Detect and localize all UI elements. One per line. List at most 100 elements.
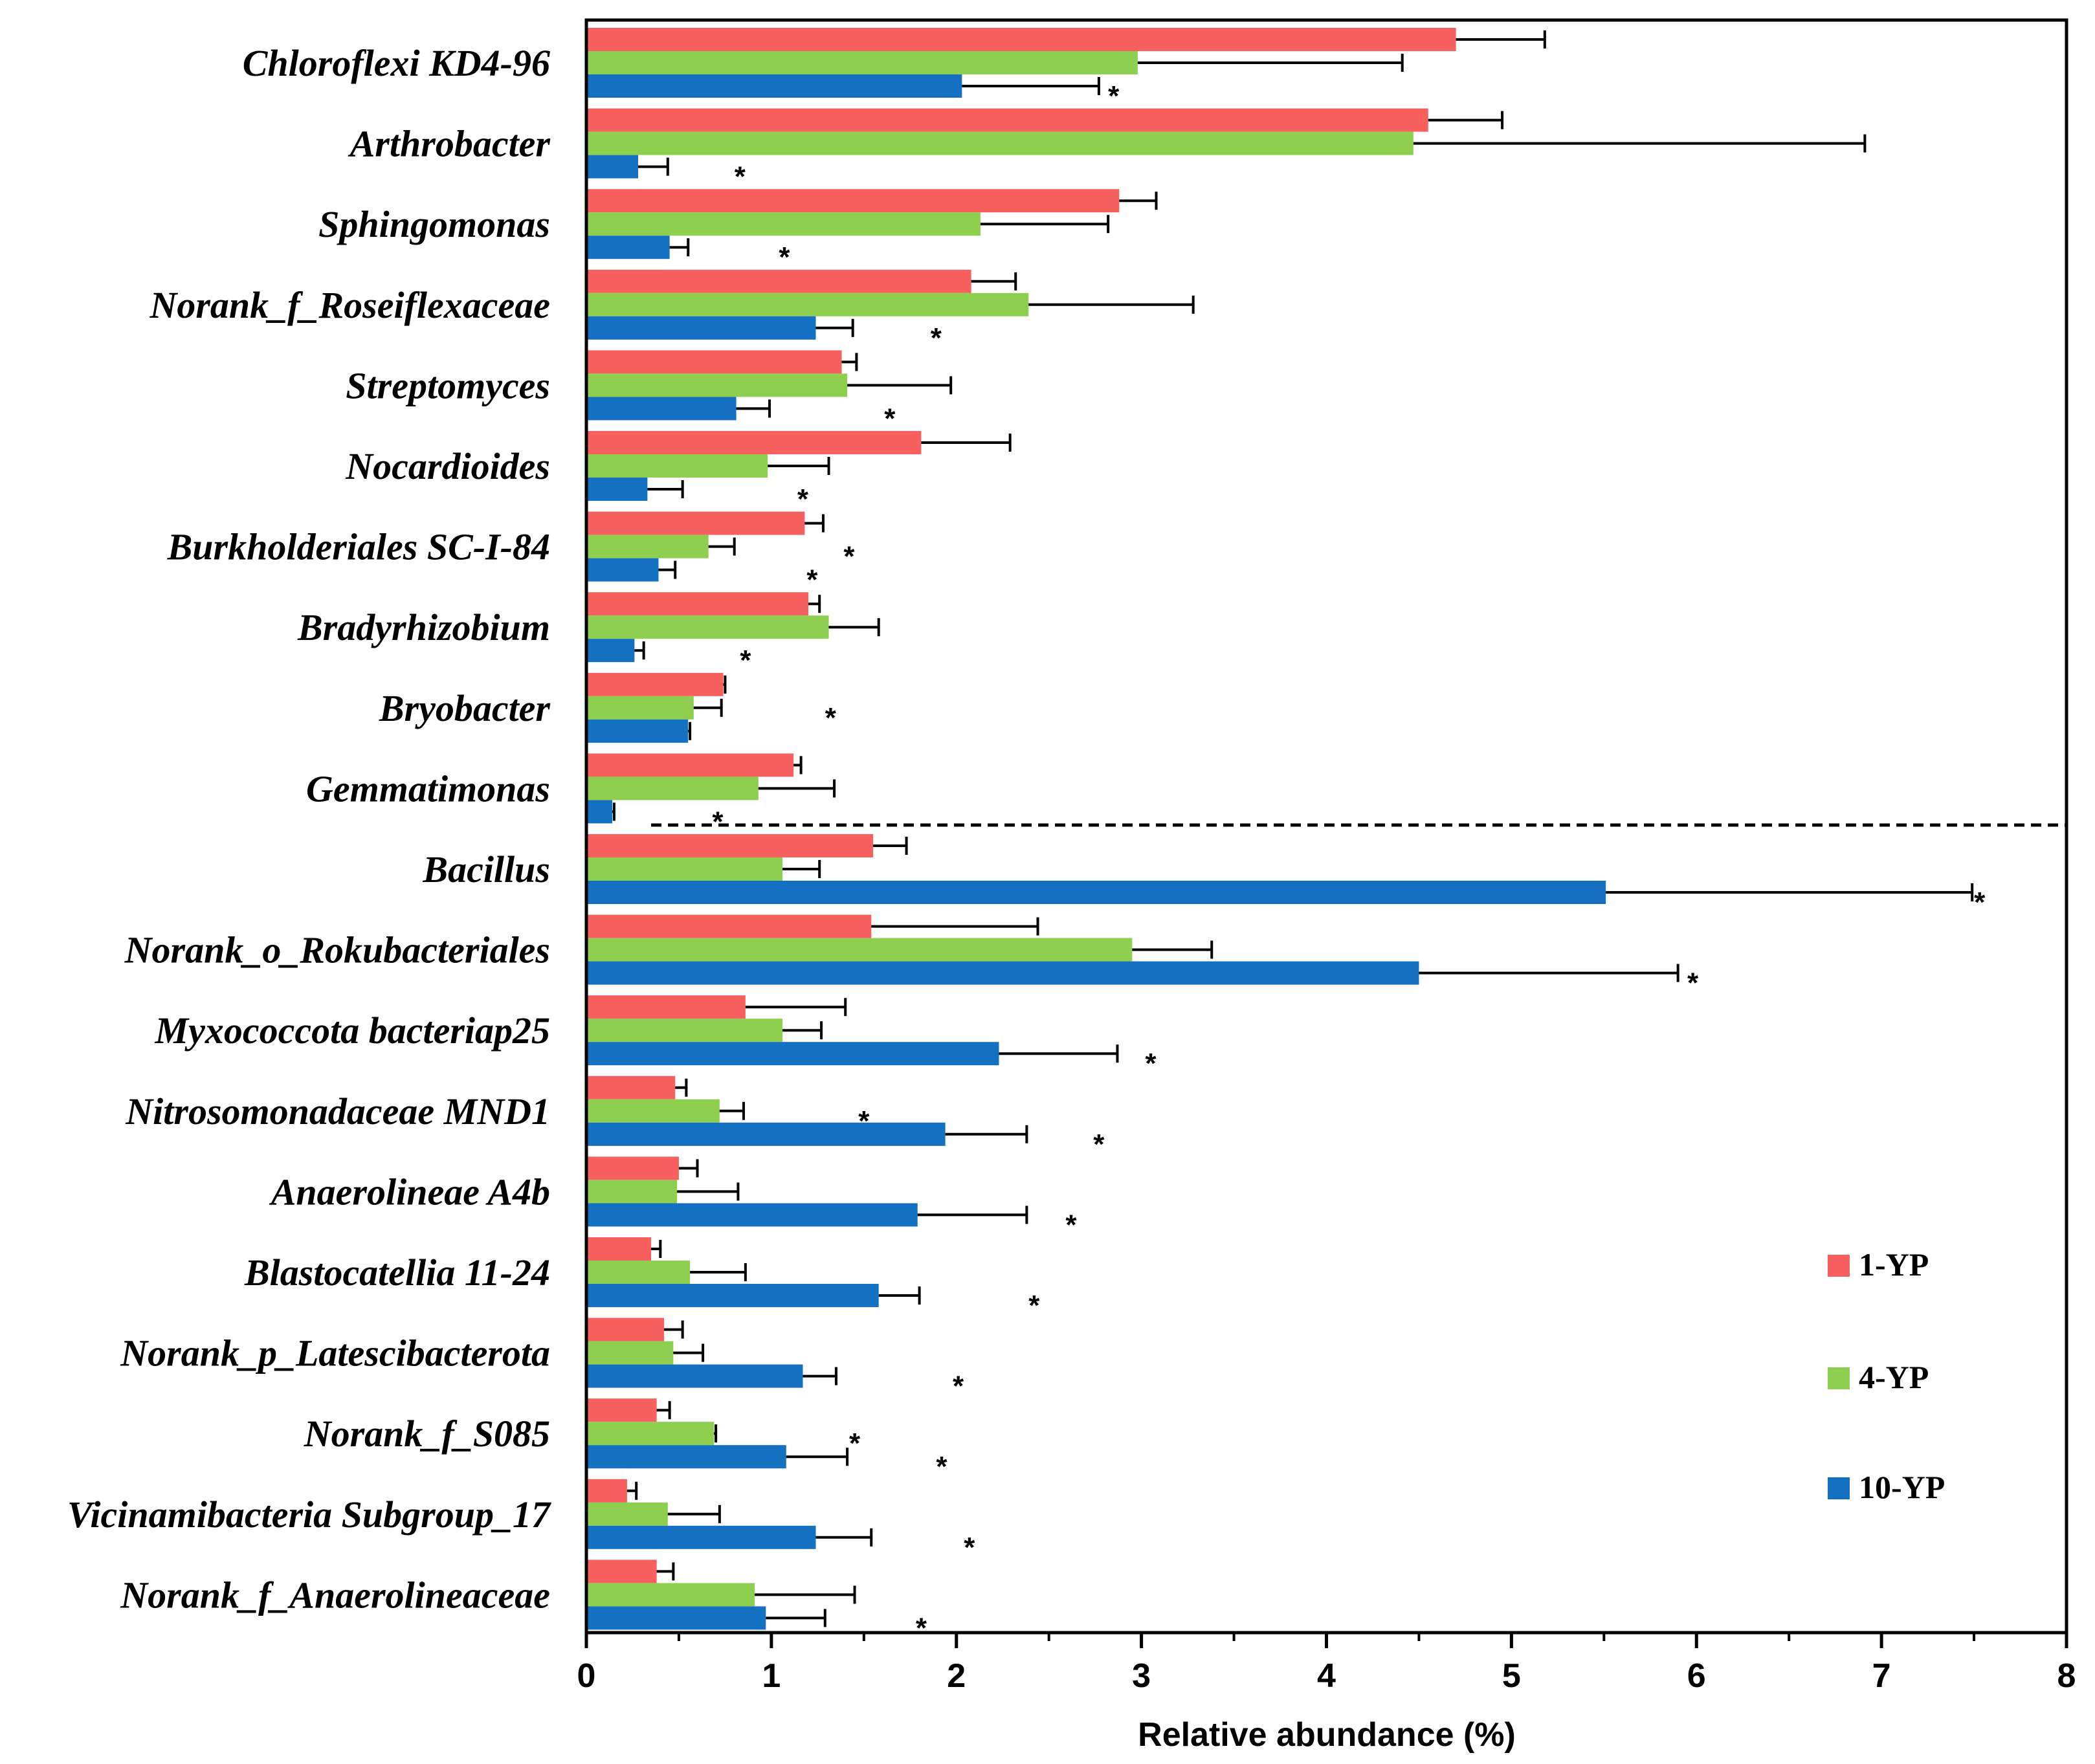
x-tick-label-3: 3 bbox=[1132, 1657, 1151, 1695]
bar-norank-p-latescibacterota-4-yp bbox=[586, 1341, 674, 1365]
category-label-arthrobacter: Arthrobacter bbox=[348, 123, 551, 165]
bar-norank-f-anaerolineaceae-10-yp bbox=[586, 1606, 766, 1630]
category-label-anaerolineae-a4b: Anaerolineae A4b bbox=[269, 1171, 550, 1213]
bar-nitrosomonadaceae-mnd1-1-yp bbox=[586, 1075, 676, 1099]
bar-vicinamibacteria-subgroup-17-1-yp bbox=[586, 1479, 627, 1503]
x-axis: 0 1 2 3 4 5 6 7 8 bbox=[577, 1633, 2076, 1695]
x-tick-label-5: 5 bbox=[1502, 1657, 1521, 1695]
bar-chloroflexi-kd4-96-1-yp bbox=[586, 28, 1456, 51]
significance-mark-norank-p-latescibacterota-10-yp: * bbox=[953, 1371, 964, 1402]
bar-nocardioides-10-yp bbox=[586, 478, 648, 501]
category-label-norank-f-roseiflexaceae: Norank_f_Roseiflexaceae bbox=[149, 284, 550, 326]
bar-vicinamibacteria-subgroup-17-10-yp bbox=[586, 1525, 816, 1549]
bar-sphingomonas-10-yp bbox=[586, 236, 670, 259]
significance-mark-vicinamibacteria-subgroup-17-10-yp: * bbox=[964, 1532, 975, 1563]
significance-mark-nocardioides-10-yp: * bbox=[797, 483, 809, 515]
x-tick-label-7: 7 bbox=[1872, 1657, 1891, 1695]
bar-nitrosomonadaceae-mnd1-4-yp bbox=[586, 1099, 720, 1123]
category-label-sphingomonas: Sphingomonas bbox=[318, 203, 550, 245]
significance-mark-bryobacter-4-yp: * bbox=[825, 702, 837, 734]
category-label-bryobacter: Bryobacter bbox=[379, 687, 551, 729]
bar-nitrosomonadaceae-mnd1-10-yp bbox=[586, 1122, 946, 1146]
legend-swatch-10-yp bbox=[1828, 1477, 1850, 1499]
significance-mark-norank-o-rokubacteriales-10-yp: * bbox=[1687, 967, 1699, 999]
error-bars-layer bbox=[612, 30, 1974, 1627]
bar-burkholderiales-sc-i-84-1-yp bbox=[586, 511, 805, 535]
category-label-burkholderiales-sc-i-84: Burkholderiales SC-I-84 bbox=[167, 526, 550, 568]
bar-norank-o-rokubacteriales-10-yp bbox=[586, 961, 1419, 985]
bar-norank-f-roseiflexaceae-1-yp bbox=[586, 269, 971, 293]
significance-mark-burkholderiales-sc-i-84-10-yp: * bbox=[806, 564, 818, 596]
bar-bradyrhizobium-1-yp bbox=[586, 592, 809, 616]
category-label-myxococcota-bacteriap25: Myxococcota bacteriap25 bbox=[155, 1009, 550, 1052]
bar-vicinamibacteria-subgroup-17-4-yp bbox=[586, 1502, 668, 1526]
category-label-norank-p-latescibacterota: Norank_p_Latescibacterota bbox=[120, 1332, 550, 1374]
x-tick-label-0: 0 bbox=[577, 1657, 596, 1695]
bar-gemmatimonas-4-yp bbox=[586, 777, 759, 800]
significance-mark-nitrosomonadaceae-mnd1-10-yp: * bbox=[1093, 1129, 1105, 1160]
bar-sphingomonas-1-yp bbox=[586, 189, 1120, 213]
bar-norank-f-s085-1-yp bbox=[586, 1398, 657, 1422]
bar-streptomyces-1-yp bbox=[586, 350, 842, 374]
significance-mark-bradyrhizobium-10-yp: * bbox=[740, 645, 751, 676]
bar-bradyrhizobium-4-yp bbox=[586, 615, 829, 639]
legend-label-4-yp: 4-YP bbox=[1859, 1359, 1929, 1395]
category-label-chloroflexi-kd4-96: Chloroflexi KD4-96 bbox=[243, 42, 550, 84]
bar-bryobacter-10-yp bbox=[586, 719, 689, 743]
bar-arthrobacter-4-yp bbox=[586, 131, 1413, 155]
significance-mark-streptomyces-10-yp: * bbox=[884, 402, 896, 434]
significance-mark-sphingomonas-10-yp: * bbox=[779, 241, 790, 273]
category-label-norank-o-rokubacteriales: Norank_o_Rokubacteriales bbox=[124, 929, 550, 971]
bar-streptomyces-10-yp bbox=[586, 397, 737, 421]
category-label-nitrosomonadaceae-mnd1: Nitrosomonadaceae MND1 bbox=[125, 1090, 550, 1132]
x-tick-label-4: 4 bbox=[1317, 1657, 1336, 1695]
bar-nocardioides-1-yp bbox=[586, 431, 922, 454]
significance-mark-chloroflexi-kd4-96-10-yp: * bbox=[1108, 80, 1120, 112]
bar-bryobacter-1-yp bbox=[586, 672, 724, 696]
category-label-vicinamibacteria-subgroup-17: Vicinamibacteria Subgroup_17 bbox=[67, 1494, 551, 1536]
category-label-streptomyces: Streptomyces bbox=[346, 364, 550, 406]
x-tick-label-6: 6 bbox=[1687, 1657, 1706, 1695]
bar-bryobacter-4-yp bbox=[586, 696, 694, 720]
significance-mark-norank-f-s085-4-yp: * bbox=[849, 1428, 861, 1459]
bar-chloroflexi-kd4-96-10-yp bbox=[586, 74, 962, 98]
bar-streptomyces-4-yp bbox=[586, 373, 848, 397]
bar-norank-o-rokubacteriales-4-yp bbox=[586, 938, 1133, 962]
x-tick-label-2: 2 bbox=[947, 1657, 966, 1695]
bar-anaerolineae-a4b-10-yp bbox=[586, 1203, 918, 1227]
bar-sphingomonas-4-yp bbox=[586, 212, 981, 236]
bar-norank-f-anaerolineaceae-4-yp bbox=[586, 1583, 755, 1607]
category-label-nocardioides: Nocardioides bbox=[345, 445, 550, 487]
significance-mark-burkholderiales-sc-i-84-4-yp: * bbox=[843, 541, 855, 573]
bar-burkholderiales-sc-i-84-10-yp bbox=[586, 558, 659, 582]
significance-layer: * * * * * * * * * * * * * * * * * * * * * * * bbox=[712, 80, 1986, 1644]
significance-mark-arthrobacter-10-yp: * bbox=[735, 161, 746, 193]
bar-bacillus-10-yp bbox=[586, 881, 1606, 904]
bar-blastocatellia-11-24-4-yp bbox=[586, 1261, 691, 1284]
bar-burkholderiales-sc-i-84-4-yp bbox=[586, 535, 709, 558]
bar-nocardioides-4-yp bbox=[586, 454, 768, 478]
bar-arthrobacter-1-yp bbox=[586, 108, 1428, 132]
legend-swatch-4-yp bbox=[1828, 1367, 1850, 1389]
bar-arthrobacter-10-yp bbox=[586, 155, 639, 179]
x-tick-label-8: 8 bbox=[2057, 1657, 2076, 1695]
bar-norank-o-rokubacteriales-1-yp bbox=[586, 914, 872, 938]
bar-norank-f-roseiflexaceae-4-yp bbox=[586, 292, 1029, 316]
bar-bacillus-4-yp bbox=[586, 857, 783, 881]
bar-bradyrhizobium-10-yp bbox=[586, 639, 635, 663]
legend: 1-YP 4-YP 10-YP bbox=[1828, 1246, 1945, 1505]
significance-mark-blastocatellia-11-24-10-yp: * bbox=[1028, 1290, 1040, 1321]
legend-label-1-yp: 1-YP bbox=[1859, 1246, 1929, 1283]
bar-blastocatellia-11-24-10-yp bbox=[586, 1284, 879, 1307]
bar-norank-f-roseiflexaceae-10-yp bbox=[586, 316, 816, 340]
bar-blastocatellia-11-24-1-yp bbox=[586, 1237, 652, 1261]
significance-mark-norank-f-anaerolineaceae-10-yp: * bbox=[916, 1612, 927, 1644]
significance-mark-nitrosomonadaceae-mnd1-4-yp: * bbox=[858, 1105, 870, 1137]
significance-mark-gemmatimonas-10-yp: * bbox=[712, 806, 724, 837]
bar-anaerolineae-a4b-4-yp bbox=[586, 1180, 678, 1204]
category-label-norank-f-s085: Norank_f_S085 bbox=[304, 1413, 550, 1455]
bar-bacillus-1-yp bbox=[586, 834, 874, 857]
significance-mark-norank-f-s085-10-yp: * bbox=[936, 1451, 948, 1483]
bar-norank-f-s085-4-yp bbox=[586, 1422, 715, 1446]
